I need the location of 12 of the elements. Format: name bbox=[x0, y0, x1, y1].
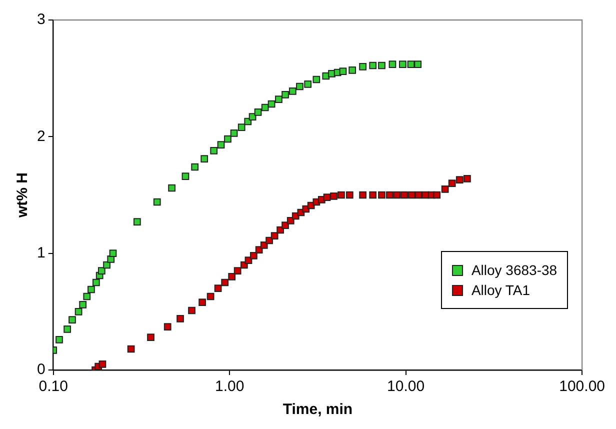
legend-label: Alloy 3683-38 bbox=[471, 262, 558, 278]
y-axis-title: wt% H bbox=[14, 172, 32, 218]
x-tick-label: 100.00 bbox=[559, 378, 606, 396]
x-tick-label: 10.00 bbox=[387, 378, 425, 396]
y-tick-label: 1 bbox=[37, 244, 46, 262]
x-tick-label: 0.10 bbox=[38, 378, 68, 396]
x-axis-title: Time, min bbox=[282, 401, 353, 418]
x-tick-label: 1.00 bbox=[214, 378, 244, 396]
y-tick-label: 3 bbox=[37, 11, 46, 28]
y-tick-label: 0 bbox=[37, 361, 46, 378]
y-tick-label: 2 bbox=[37, 128, 46, 145]
legend-label: Alloy TA1 bbox=[471, 282, 530, 298]
